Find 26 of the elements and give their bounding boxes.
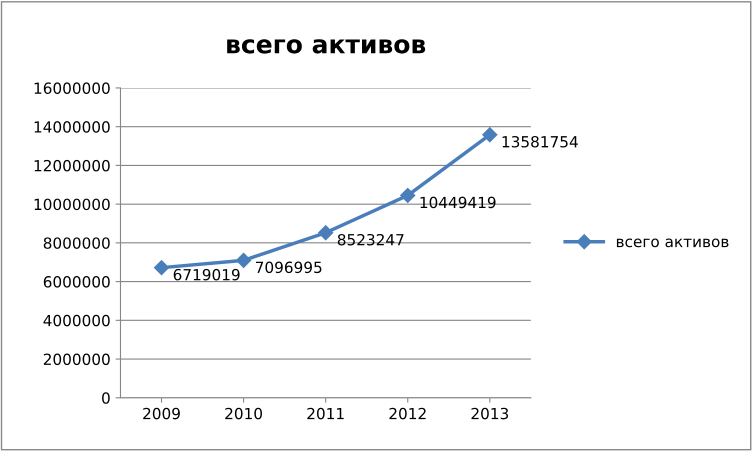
- y-tick-label: 0: [102, 392, 110, 404]
- data-label: 6719019: [174, 268, 240, 280]
- legend-label: всего активов: [616, 238, 728, 248]
- data-label: 10449419: [420, 196, 496, 208]
- x-tick-label: 2012: [389, 408, 426, 420]
- x-tick-label: 2010: [225, 408, 262, 420]
- point: [236, 252, 252, 268]
- point: [154, 260, 170, 276]
- point: [318, 225, 334, 240]
- data-label: 7096995: [256, 262, 322, 274]
- point: [482, 127, 498, 142]
- y-tick-label: 2000000: [44, 354, 110, 366]
- y-tick-label: 16000000: [34, 82, 110, 94]
- x-tick-label: 2013: [472, 408, 508, 420]
- point: [400, 188, 416, 203]
- data-label: 8523247: [338, 234, 404, 246]
- x-tick-label: 2011: [307, 408, 344, 420]
- y-tick-label: 12000000: [34, 160, 110, 172]
- y-tick-label: 14000000: [34, 121, 110, 133]
- y-tick-label: 10000000: [34, 198, 110, 210]
- y-tick-label: 4000000: [43, 314, 110, 326]
- y-tick-label: 6000000: [44, 276, 110, 288]
- data-label: 13581754: [502, 136, 578, 148]
- x-tick-label: 2009: [143, 408, 180, 420]
- y-tick-label: 8000000: [44, 237, 110, 249]
- chart-title: всего активов: [227, 39, 426, 54]
